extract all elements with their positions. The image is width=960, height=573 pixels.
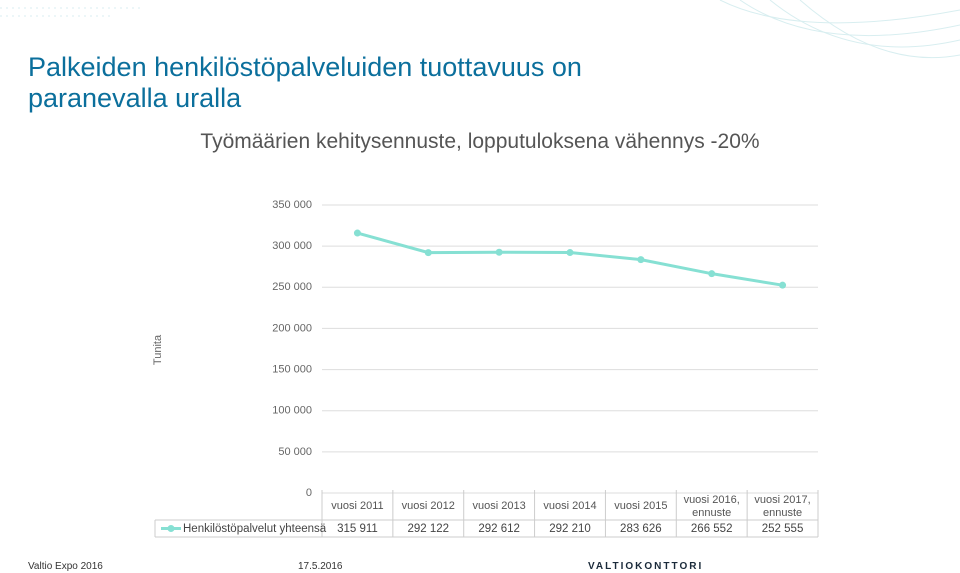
y-tick-label: 350 000 bbox=[272, 199, 312, 211]
point bbox=[495, 248, 503, 256]
series-line bbox=[357, 231, 783, 287]
y-tick-label: 100 000 bbox=[272, 405, 312, 417]
x-tick-label: vuosi 2011 bbox=[331, 500, 384, 512]
table-value: 315 911 bbox=[337, 523, 378, 535]
point bbox=[424, 249, 432, 257]
footer-brand: VALTIOKONTTORI bbox=[588, 561, 704, 572]
legend-marker bbox=[167, 525, 175, 532]
x-tick-label: vuosi 2016, ennuste bbox=[683, 493, 740, 519]
table-value: 283 626 bbox=[620, 523, 662, 535]
point bbox=[353, 229, 361, 237]
y-tick-label: 200 000 bbox=[272, 322, 312, 334]
x-tick-label: vuosi 2013 bbox=[472, 500, 526, 512]
table-value: 266 552 bbox=[690, 523, 733, 535]
x-tick-label: vuosi 2017, ennuste bbox=[754, 493, 811, 519]
point bbox=[566, 249, 574, 257]
x-tick-label: vuosi 2015 bbox=[614, 500, 668, 512]
table-value: 292 612 bbox=[478, 523, 520, 535]
legend-label: Henkilöstöpalvelut yhteensä bbox=[183, 523, 327, 535]
table-value: 292 122 bbox=[407, 523, 450, 535]
x-tick-label: vuosi 2012 bbox=[401, 500, 455, 512]
point bbox=[779, 281, 787, 289]
y-tick-label: 150 000 bbox=[272, 363, 312, 375]
point bbox=[708, 270, 716, 278]
table-value: 292 210 bbox=[549, 523, 591, 535]
decoration bbox=[0, 0, 960, 59]
footer-date: 17.5.2016 bbox=[298, 561, 343, 572]
y-tick-label: 250 000 bbox=[272, 281, 312, 293]
y-tick-label: 300 000 bbox=[272, 240, 312, 252]
point bbox=[637, 256, 645, 264]
y-tick-label: 0 bbox=[306, 487, 312, 499]
y-axis-label: Tunita bbox=[152, 334, 164, 365]
y-tick-label: 50 000 bbox=[278, 446, 312, 458]
x-tick-label: vuosi 2014 bbox=[543, 500, 597, 512]
table-value: 252 555 bbox=[761, 523, 804, 535]
slide-title: Palkeiden henkilöstöpalveluiden tuottavu… bbox=[28, 52, 582, 113]
chart-title: Työmäärien kehitysennuste, lopputuloksen… bbox=[200, 130, 760, 153]
footer-left: Valtio Expo 2016 bbox=[28, 561, 103, 572]
